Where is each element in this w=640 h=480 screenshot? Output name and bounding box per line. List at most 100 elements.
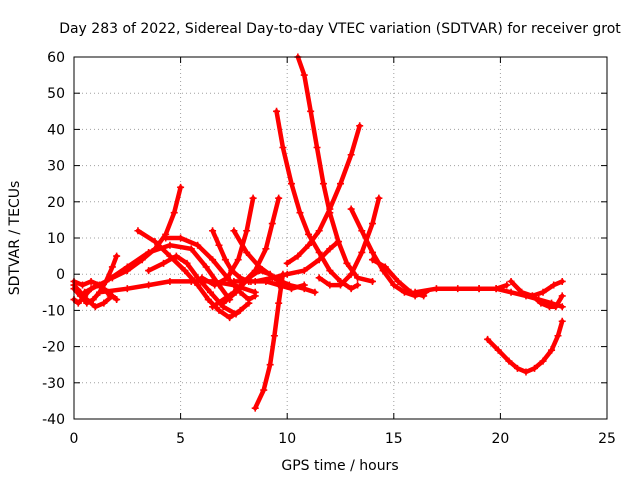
data-point [484, 335, 492, 343]
data-point [273, 107, 281, 115]
axes: 0 5 10 15 20 25 -40 -30 -20 -10 0 10 20 30 40 50 60 [42, 50, 616, 447]
data-point [505, 357, 513, 365]
series-line [485, 319, 565, 375]
data-point [160, 259, 168, 267]
y-tick-label: -40 [42, 412, 65, 428]
data-point [518, 288, 526, 296]
x-tick-label: 0 [70, 431, 79, 447]
data-point [224, 274, 232, 282]
y-tick-label: 20 [47, 195, 65, 211]
data-point [287, 180, 295, 188]
data-point [255, 263, 263, 271]
data-point [375, 194, 383, 202]
data-point [550, 281, 558, 289]
data-point [548, 346, 556, 354]
series-arc-10 [162, 234, 259, 304]
data-point [243, 248, 251, 256]
x-tick-label: 25 [598, 431, 616, 447]
data-point [83, 296, 91, 304]
data-point [215, 241, 223, 249]
data-point [337, 281, 344, 289]
series-arc-27 [484, 317, 566, 376]
data-point [305, 241, 313, 249]
data-point [170, 209, 178, 217]
data-point [113, 252, 121, 260]
data-point [245, 296, 253, 304]
data-point [166, 277, 174, 285]
data-point [432, 285, 440, 293]
data-point [539, 288, 547, 296]
y-tick-label: 40 [47, 122, 65, 138]
data-point [454, 285, 462, 293]
data-point [368, 248, 376, 256]
data-point [347, 151, 355, 159]
series-line [97, 279, 258, 295]
y-tick-label: 10 [47, 231, 65, 247]
y-tick-label: 0 [56, 267, 65, 283]
data-point [354, 281, 362, 289]
data-point [204, 296, 212, 304]
data-point [326, 267, 334, 275]
series-line [71, 282, 115, 310]
series-arc-22 [315, 194, 383, 289]
data-point [249, 194, 257, 202]
data-point [108, 263, 116, 271]
data-point [337, 180, 344, 188]
x-tick-label: 20 [491, 431, 509, 447]
data-point [507, 288, 515, 296]
data-point [494, 346, 502, 354]
data-point [554, 332, 562, 340]
x-tick-label: 15 [385, 431, 403, 447]
data-point [537, 299, 545, 307]
data-point [177, 234, 185, 242]
data-point [134, 227, 142, 235]
data-point [358, 227, 366, 235]
series-layer [70, 53, 566, 412]
data-point [296, 209, 304, 217]
series-arc-12 [198, 194, 257, 289]
data-point [279, 144, 287, 151]
series-arc-6 [81, 241, 234, 304]
data-point [390, 281, 398, 289]
data-point [347, 270, 355, 278]
data-point [187, 245, 195, 253]
data-point [381, 263, 389, 271]
data-point [172, 252, 180, 260]
y-axis-label: SDTVAR / TECUs [7, 181, 23, 296]
data-point [326, 205, 334, 213]
data-point [268, 274, 276, 282]
data-point [300, 71, 308, 79]
data-point [89, 296, 97, 304]
data-point [209, 256, 217, 264]
data-point [300, 285, 308, 293]
data-point [513, 364, 521, 372]
data-point [326, 245, 334, 253]
data-point [251, 404, 259, 412]
data-point [243, 227, 251, 235]
data-point [108, 292, 116, 300]
data-point [531, 364, 539, 372]
series-arc-21 [283, 122, 364, 267]
data-point [294, 252, 302, 260]
data-point [206, 288, 214, 296]
data-point [492, 285, 500, 293]
data-point [368, 277, 376, 285]
data-point [522, 368, 530, 376]
series-arc-18 [251, 270, 287, 412]
data-point [209, 303, 217, 311]
data-point [183, 259, 191, 267]
data-point [275, 299, 283, 307]
data-point [326, 281, 334, 289]
data-point [354, 274, 362, 282]
data-point [343, 259, 351, 267]
data-point [334, 238, 342, 246]
data-point [279, 270, 287, 278]
data-point [356, 122, 364, 130]
data-point [507, 277, 515, 285]
data-point [177, 183, 185, 191]
data-point [311, 288, 319, 296]
series-line [163, 235, 258, 302]
series-line [146, 253, 239, 317]
data-point [123, 285, 131, 293]
